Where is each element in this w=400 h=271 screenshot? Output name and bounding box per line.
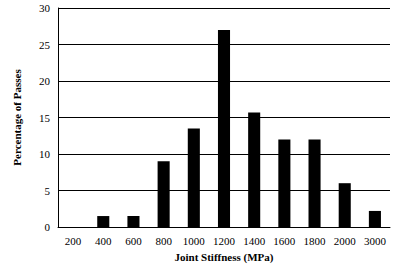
svg-text:30: 30 [39, 2, 51, 14]
svg-text:15: 15 [39, 112, 51, 124]
svg-text:25: 25 [39, 39, 51, 51]
svg-text:20: 20 [39, 75, 51, 87]
svg-text:Joint Stiffness (MPa): Joint Stiffness (MPa) [175, 251, 274, 264]
svg-text:2000: 2000 [334, 235, 357, 247]
svg-text:1400: 1400 [243, 235, 266, 247]
svg-text:5: 5 [45, 185, 51, 197]
svg-text:400: 400 [95, 235, 112, 247]
svg-text:1600: 1600 [273, 235, 296, 247]
svg-text:3000: 3000 [364, 235, 387, 247]
svg-text:Percentage of Passes: Percentage of Passes [11, 69, 23, 166]
svg-text:0: 0 [45, 221, 51, 233]
svg-text:1200: 1200 [213, 235, 236, 247]
svg-text:800: 800 [155, 235, 172, 247]
svg-text:1800: 1800 [304, 235, 327, 247]
svg-text:200: 200 [65, 235, 82, 247]
svg-text:600: 600 [125, 235, 142, 247]
svg-text:1000: 1000 [183, 235, 206, 247]
svg-text:10: 10 [39, 148, 51, 160]
